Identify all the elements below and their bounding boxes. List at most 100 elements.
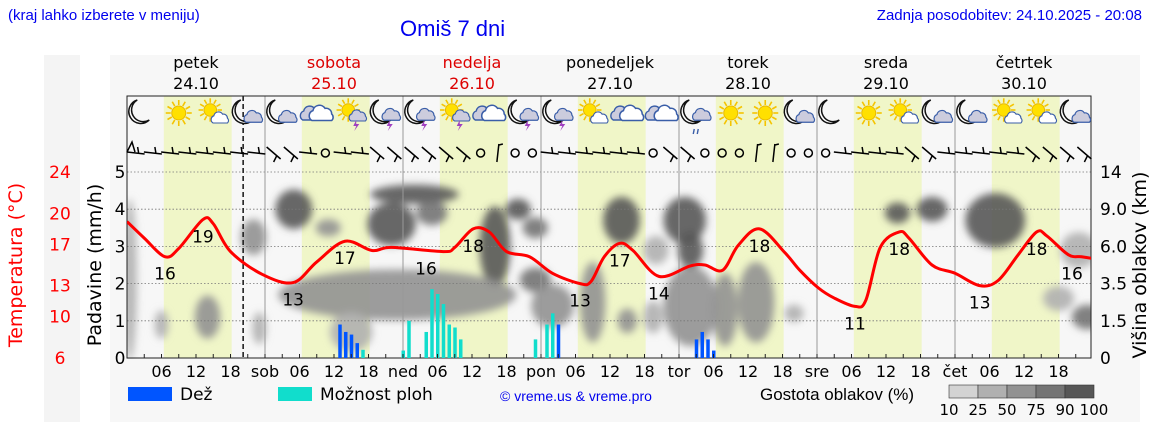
sun-cloud-icon bbox=[578, 98, 609, 124]
day-tick-label: ned bbox=[388, 362, 418, 381]
sun-cloud-icon bbox=[1026, 98, 1058, 124]
wind-barb-icon bbox=[754, 143, 762, 163]
hour-tick-label: 12 bbox=[600, 362, 620, 381]
wind-barb-icon bbox=[161, 146, 180, 155]
day-tick-label: čet bbox=[943, 362, 968, 381]
moon-cloud-icon bbox=[1059, 99, 1092, 125]
temp-tick-label: 10 bbox=[49, 308, 71, 328]
precip-bar bbox=[694, 339, 699, 358]
page-title: Omiš 7 dni bbox=[400, 16, 506, 41]
clouds-icon bbox=[610, 104, 645, 122]
hour-tick-label: 18 bbox=[910, 362, 930, 381]
wind-barb-icon bbox=[609, 146, 628, 155]
wind-barb-icon bbox=[126, 146, 145, 155]
moon-thunder-icon bbox=[542, 99, 574, 131]
wind-barb-icon bbox=[1076, 146, 1092, 163]
wind-barb-icon bbox=[772, 143, 780, 163]
cloud-height-tick-label: 0 bbox=[1100, 349, 1111, 369]
hour-tick-label: 12 bbox=[324, 362, 344, 381]
wind-barb-icon bbox=[247, 146, 266, 155]
temperature-label: 18 bbox=[462, 237, 484, 257]
cloud-blob bbox=[784, 304, 804, 322]
hour-tick-label: 12 bbox=[1014, 362, 1034, 381]
wind-barb-icon bbox=[195, 146, 214, 155]
temp-tick-label: 20 bbox=[49, 204, 71, 224]
density-swatch bbox=[1035, 384, 1066, 399]
hour-tick-label: 06 bbox=[841, 362, 861, 381]
wind-barb-icon bbox=[989, 146, 1008, 155]
cloud-blob bbox=[1043, 286, 1074, 311]
density-step-label: 100 bbox=[1080, 401, 1109, 419]
wind-calm-icon bbox=[786, 148, 796, 158]
precip-bar bbox=[344, 331, 348, 358]
density-step-label: 25 bbox=[968, 401, 987, 419]
copyright-link: © vreme.us & vreme.pro bbox=[500, 388, 652, 404]
shower-legend-swatch bbox=[278, 387, 312, 401]
precip-bar bbox=[545, 324, 549, 358]
wind-barb-icon bbox=[626, 146, 645, 155]
cloud-blob bbox=[154, 310, 169, 339]
density-step-label: 10 bbox=[939, 401, 958, 419]
moon-rain-icon bbox=[680, 99, 712, 135]
sun-cloud-icon bbox=[992, 98, 1023, 124]
cloud-height-tick-label: 9.0 bbox=[1100, 200, 1127, 220]
hour-tick-label: 12 bbox=[462, 362, 482, 381]
cloud-height-tick-label: 3.5 bbox=[1100, 275, 1127, 295]
sun-icon bbox=[752, 100, 779, 126]
hour-tick-label: 06 bbox=[151, 362, 171, 381]
cloud-blob bbox=[416, 200, 448, 226]
cloud-blob bbox=[505, 198, 531, 220]
cloud-blob bbox=[240, 219, 267, 255]
moon-thunder-icon bbox=[507, 99, 540, 131]
cloud-blob bbox=[1071, 304, 1091, 330]
wind-barb-icon bbox=[921, 146, 937, 163]
day-name: petek bbox=[173, 53, 219, 72]
last-updated: Zadnja posodobitev: 24.10.2025 - 20:08 bbox=[876, 7, 1142, 24]
temperature-label: 17 bbox=[609, 251, 631, 271]
wind-barb-icon bbox=[833, 146, 852, 155]
temp-tick-label: 13 bbox=[49, 277, 71, 297]
sun-thunder-icon bbox=[440, 98, 471, 131]
cloud-blob bbox=[252, 312, 267, 345]
hour-tick-label: 18 bbox=[634, 362, 654, 381]
precip-bar bbox=[447, 324, 451, 358]
temperature-label: 16 bbox=[415, 260, 437, 280]
day-date: 30.10 bbox=[1001, 74, 1047, 93]
precip-tick-label: 1 bbox=[115, 312, 126, 332]
moon-icon bbox=[818, 99, 840, 125]
cloud-blob bbox=[127, 198, 137, 359]
hour-tick-label: 18 bbox=[496, 362, 516, 381]
shower-legend-label: Možnost ploh bbox=[320, 385, 433, 405]
moon-cloud-icon bbox=[266, 99, 298, 125]
wind-barb-icon bbox=[369, 146, 385, 163]
wind-barb-icon bbox=[283, 146, 299, 163]
cloud-blob bbox=[663, 265, 718, 347]
moon-thunder-icon bbox=[369, 99, 402, 131]
day-date: 28.10 bbox=[725, 74, 771, 93]
precip-bar bbox=[361, 349, 365, 358]
hour-tick-label: 12 bbox=[876, 362, 896, 381]
wind-barb-icon bbox=[904, 146, 920, 163]
moon-cloud-icon bbox=[783, 99, 816, 125]
precip-bar bbox=[453, 327, 457, 358]
precip-bar bbox=[436, 294, 440, 358]
precip-tick-label: 3 bbox=[115, 237, 126, 257]
clouds-icon bbox=[644, 104, 679, 122]
wind-calm-icon bbox=[717, 148, 727, 158]
cloud-height-axis-title: Višina oblakov (km) bbox=[1129, 172, 1151, 359]
wind-calm-icon bbox=[820, 148, 831, 158]
wind-barb-icon bbox=[592, 146, 611, 155]
location-hint-link[interactable]: (kraj lahko izberete v meniju) bbox=[8, 7, 200, 24]
temp-axis-title: Temperatura (°C) bbox=[5, 183, 27, 348]
cloud-blob bbox=[315, 219, 341, 237]
temp-tick-label: 24 bbox=[49, 163, 71, 183]
sun-cloud-icon bbox=[198, 98, 230, 124]
wind-calm-icon bbox=[700, 148, 710, 158]
cloud-density-legend-title: Gostota oblakov (%) bbox=[760, 385, 914, 404]
cloud-blob bbox=[663, 196, 706, 244]
cloud-height-tick-label: 6.0 bbox=[1100, 237, 1127, 257]
wind-barb-icon bbox=[868, 146, 887, 155]
wind-calm-icon bbox=[527, 148, 538, 158]
moon-cloud-icon bbox=[921, 99, 954, 125]
